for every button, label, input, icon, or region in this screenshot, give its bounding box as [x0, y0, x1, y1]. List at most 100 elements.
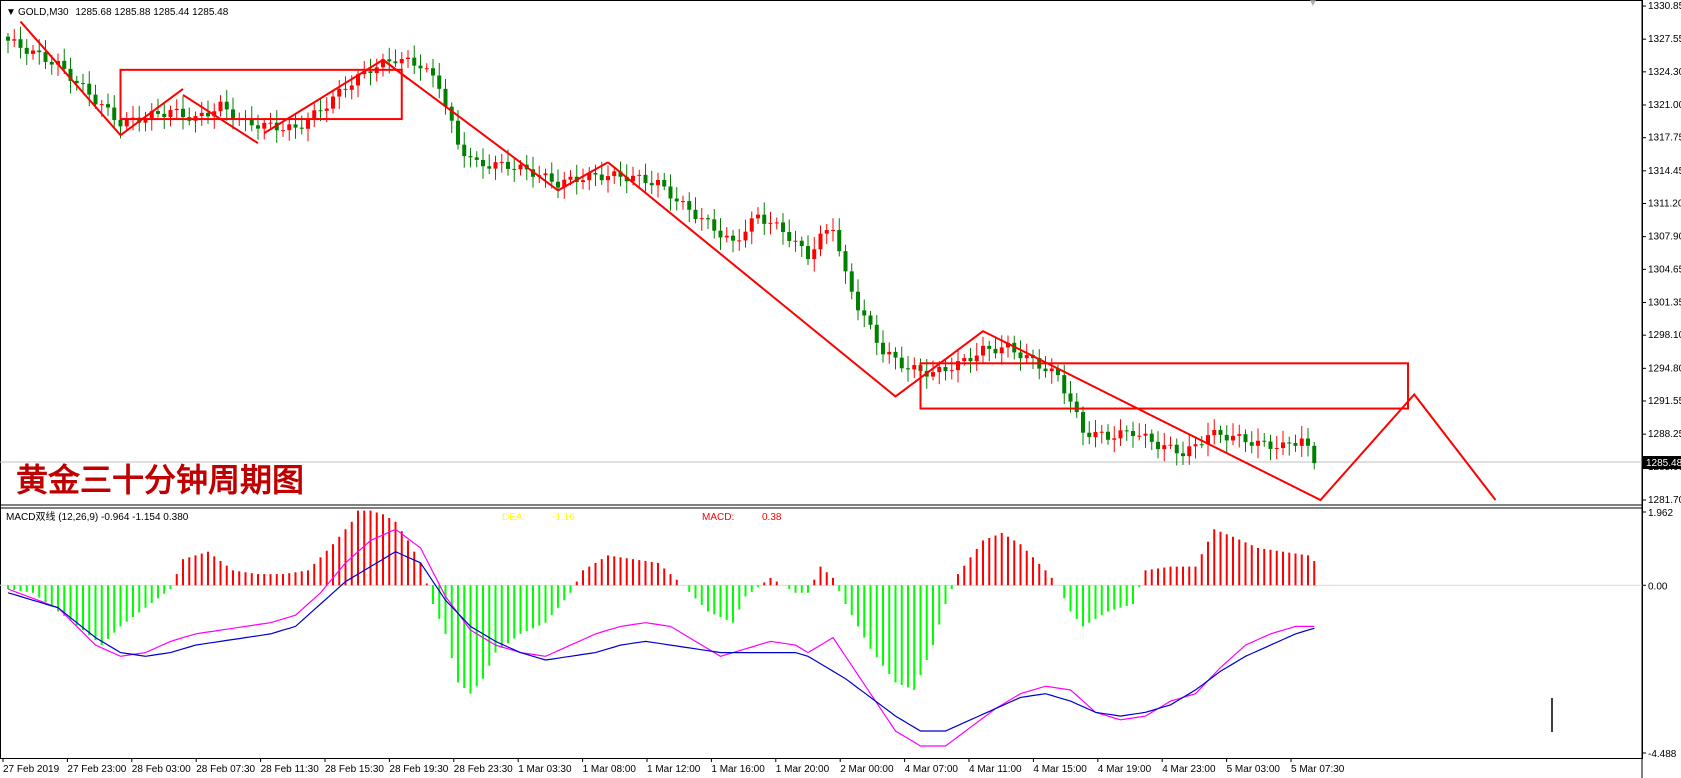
- candle-body: [299, 127, 304, 129]
- candle-body: [856, 291, 860, 311]
- candle-body: [687, 201, 692, 210]
- time-tick-label: 4 Mar 19:00: [1098, 764, 1152, 775]
- candle-body: [581, 180, 585, 182]
- collapse-arrow-icon[interactable]: ▼: [6, 7, 16, 18]
- candle-body: [156, 111, 160, 114]
- annotation-box: [119, 68, 403, 121]
- candle-body: [1099, 431, 1104, 433]
- candle-body: [212, 111, 217, 117]
- candle-body: [781, 222, 785, 233]
- annotation-box: [919, 362, 1409, 410]
- candle-body: [1249, 442, 1254, 446]
- candle-body: [1056, 368, 1060, 376]
- price-tick-label: 1291.55: [1648, 396, 1681, 407]
- candle-body: [943, 366, 948, 372]
- candle-body: [868, 315, 873, 325]
- candle-body: [593, 173, 598, 175]
- candle-body: [1193, 444, 1198, 447]
- time-tick-label: 27 Feb 2019: [3, 764, 60, 775]
- time-tick-label: 28 Feb 23:30: [454, 764, 513, 775]
- candle-body: [837, 230, 842, 252]
- price-tick-label: 1301.35: [1648, 298, 1681, 309]
- candle-body: [531, 169, 535, 177]
- candle-body: [1274, 448, 1279, 450]
- candle-body: [1081, 412, 1085, 433]
- candle-body: [168, 110, 173, 118]
- candle-body: [143, 118, 148, 123]
- overlay-title: 黄金三十分钟周期图: [16, 461, 304, 499]
- price-tick-label: 1298.10: [1648, 330, 1681, 341]
- candle-body: [631, 175, 635, 182]
- time-tick-label: 1 Mar 03:30: [518, 764, 572, 775]
- candle-body: [6, 36, 10, 41]
- candles: [6, 26, 1317, 470]
- candle-body: [318, 110, 323, 112]
- price-tick-label: 1314.45: [1648, 166, 1681, 177]
- macd-tick-label: -4.488: [1648, 749, 1677, 760]
- candle-body: [699, 218, 704, 220]
- candle-body: [993, 348, 998, 354]
- candle-body: [337, 88, 342, 97]
- candle-body: [499, 161, 504, 163]
- candle-body: [1237, 434, 1242, 436]
- candle-body: [1199, 444, 1204, 446]
- candle-body: [512, 168, 517, 170]
- candle-body: [1181, 453, 1185, 457]
- candle-body: [1299, 438, 1304, 446]
- time-tick-label: 28 Feb 03:00: [132, 764, 191, 775]
- candle-body: [262, 122, 267, 129]
- price-tick-label: 1330.85: [1648, 1, 1681, 12]
- macd-tick-label: 0.00: [1648, 581, 1668, 592]
- candle-body: [87, 83, 92, 95]
- candle-body: [49, 61, 54, 65]
- candle-body: [1143, 433, 1148, 436]
- candle-body: [806, 246, 810, 260]
- candle-body: [762, 214, 767, 224]
- candle-body: [931, 372, 935, 377]
- candle-body: [787, 232, 792, 242]
- scroll-marker-icon[interactable]: ▼: [1308, 0, 1318, 9]
- candle-body: [24, 47, 29, 54]
- dea-value: -1.16: [552, 512, 575, 523]
- candle-body: [1043, 368, 1048, 372]
- candle-body: [693, 209, 698, 220]
- candle-body: [812, 249, 817, 260]
- candle-body: [443, 88, 448, 107]
- candle-body: [449, 106, 454, 121]
- candle-body: [1262, 440, 1267, 442]
- candle-body: [312, 110, 317, 120]
- candle-body: [1118, 430, 1123, 439]
- candle-body: [518, 164, 523, 170]
- annotation-trendline: [607, 161, 1497, 502]
- macd-tick-label: 1.962: [1648, 508, 1673, 519]
- price-tick-label: 1317.75: [1648, 133, 1681, 144]
- candle-body: [281, 130, 285, 132]
- time-tick-label: 1 Mar 12:00: [647, 764, 701, 775]
- candle-body: [487, 166, 492, 169]
- candle-body: [999, 347, 1004, 354]
- candle-body: [843, 251, 848, 272]
- candle-body: [74, 80, 79, 84]
- trend-annotations: [19, 20, 1497, 502]
- candle-body: [381, 59, 385, 68]
- candle-body: [662, 179, 667, 187]
- candle-body: [874, 324, 879, 343]
- time-tick-label: 4 Mar 11:00: [969, 764, 1022, 775]
- candle-body: [356, 74, 360, 86]
- candle-body: [956, 361, 960, 371]
- svg-text:GOLD,M30 1285.68 1285.88 1: GOLD,M30 1285.68 1285.88 1285.44 1285.48: [18, 7, 229, 18]
- candle-body: [493, 162, 498, 169]
- candle-body: [981, 345, 985, 356]
- candle-body: [181, 108, 185, 118]
- candle-body: [587, 173, 592, 181]
- candle-body: [743, 231, 748, 241]
- candle-body: [818, 233, 823, 250]
- price-tick-label: 1321.00: [1648, 100, 1681, 111]
- candle-body: [1018, 352, 1023, 359]
- candle-body: [324, 108, 329, 111]
- candle-body: [1074, 401, 1079, 413]
- candle-body: [1156, 441, 1160, 450]
- candle-body: [343, 88, 348, 90]
- candle-body: [906, 368, 910, 370]
